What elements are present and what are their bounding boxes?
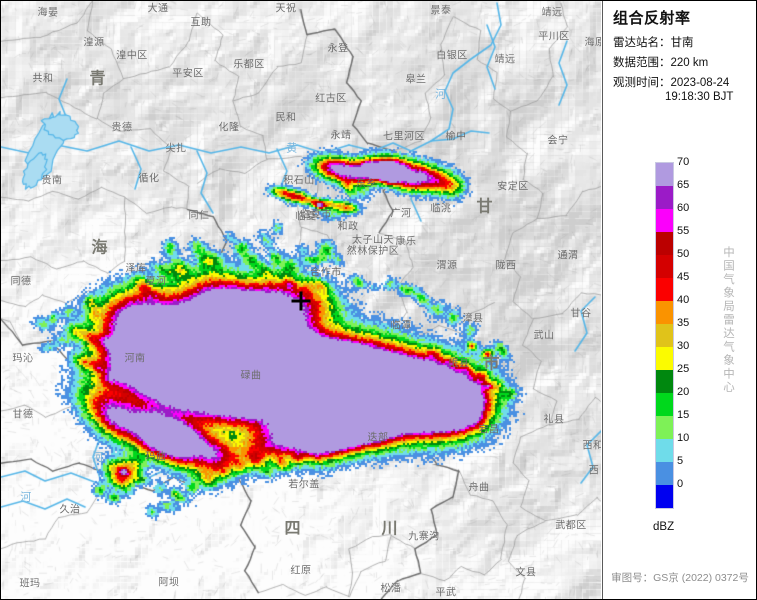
colorbar-tick: 45 <box>677 271 690 283</box>
colorbar-band <box>656 347 673 370</box>
colorbar-tick: 0 <box>677 478 684 490</box>
colorbar-tick: 50 <box>677 248 690 260</box>
station-name-value: 甘南 <box>670 37 694 49</box>
colorbar-band <box>656 485 673 508</box>
colorbar-tick: 15 <box>677 409 690 421</box>
product-title: 组合反射率 <box>613 10 691 27</box>
colorbar-tick: 5 <box>677 455 684 467</box>
agency-watermark: 中国气象局雷达气象中心 <box>722 246 734 395</box>
map-panel[interactable]: 海晏大通互助天祝景泰靖远湟源湟中区永登平川区白银区海原共和青乐都区平安区靖远红古… <box>1 1 601 599</box>
colorbar-band <box>656 232 673 255</box>
colorbar-tick: 60 <box>677 202 690 214</box>
colorbar-tick: 25 <box>677 363 690 375</box>
colorbar-unit-label: dBZ <box>653 521 675 533</box>
colorbar-band <box>656 301 673 324</box>
colorbar-tick: 20 <box>677 386 690 398</box>
colorbar-band <box>656 255 673 278</box>
data-range-value: 220 km <box>670 57 709 69</box>
station-name-label: 雷达站名： <box>613 37 671 49</box>
colorbar-band <box>656 324 673 347</box>
data-range-label: 数据范围： <box>613 57 671 69</box>
map-approval-number: 审图号：GS京 (2022) 0372号 <box>611 572 749 584</box>
colorbar-band <box>656 209 673 232</box>
colorbar-tick: 70 <box>677 156 690 168</box>
colorbar-tick: 30 <box>677 340 690 352</box>
observation-time-label: 观测时间： <box>613 77 671 89</box>
colorbar-tick: 55 <box>677 225 690 237</box>
info-panel: 组合反射率 雷达站名：甘南 数据范围：220 km 观测时间：2023-08-2… <box>602 1 756 599</box>
colorbar-band <box>656 163 673 186</box>
reflectivity-colorbar <box>655 162 674 509</box>
colorbar-tick: 40 <box>677 294 690 306</box>
colorbar-tick: 65 <box>677 179 690 191</box>
colorbar-tick: 35 <box>677 317 690 329</box>
radar-station-marker <box>291 291 311 311</box>
observation-date-value: 2023-08-24 <box>670 77 730 89</box>
colorbar-band <box>656 370 673 393</box>
station-name-row: 雷达站名：甘南 <box>613 34 694 50</box>
colorbar-band <box>656 186 673 209</box>
data-range-row: 数据范围：220 km <box>613 54 708 70</box>
colorbar-band <box>656 439 673 462</box>
observation-time-value: 19:18:30 BJT <box>665 91 734 103</box>
colorbar-band <box>656 393 673 416</box>
colorbar-band <box>656 278 673 301</box>
colorbar-band <box>656 416 673 439</box>
colorbar-band <box>656 462 673 485</box>
observation-time-row: 观测时间：2023-08-24 <box>613 74 729 90</box>
colorbar-tick: 10 <box>677 432 690 444</box>
